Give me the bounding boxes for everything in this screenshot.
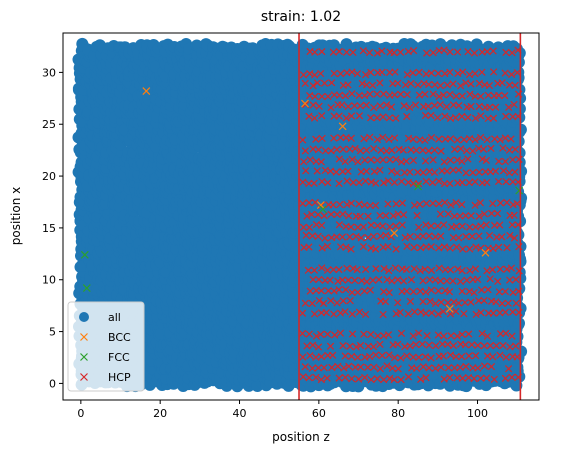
chart-title: strain: 1.02	[261, 9, 341, 25]
plot-area	[72, 33, 528, 400]
